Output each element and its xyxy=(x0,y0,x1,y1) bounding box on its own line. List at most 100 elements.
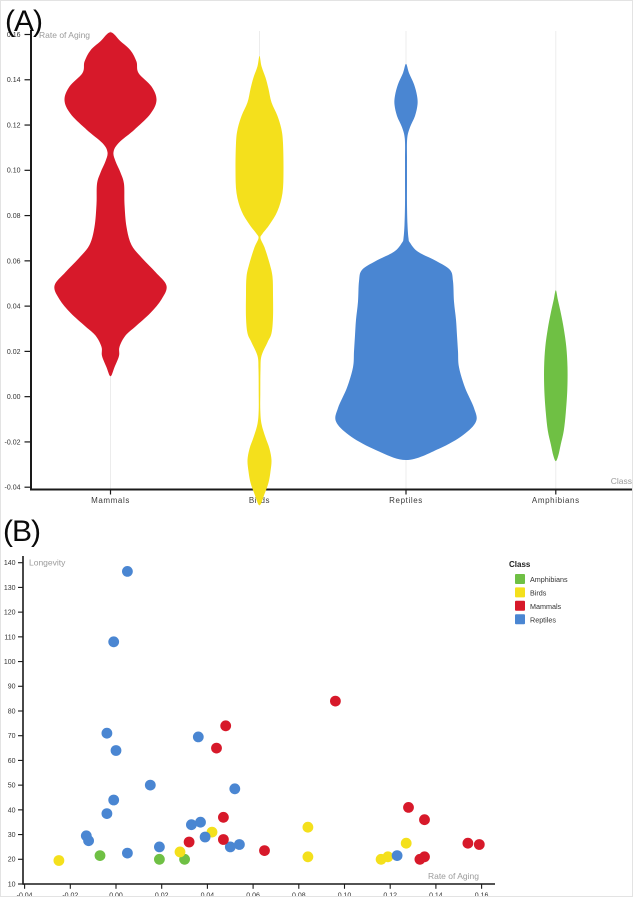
panel-a-ytick-label: -0.02 xyxy=(5,439,21,446)
panel-b-x-axis-title: Rate of Aging xyxy=(428,871,479,881)
panel-b-ytick-label: 70 xyxy=(8,733,16,740)
point-mammals xyxy=(259,845,270,856)
point-reptiles xyxy=(122,847,133,859)
panel-a-category-label-mammals: Mammals xyxy=(91,496,130,505)
point-mammals xyxy=(403,802,414,813)
panel-a-ytick-label: 0.12 xyxy=(7,122,21,129)
legend-box: Class Amphibians Birds Mammals Reptiles xyxy=(509,560,568,624)
panel-a-ytick-label: 0.02 xyxy=(7,349,21,356)
point-reptiles xyxy=(110,745,122,756)
point-mammals xyxy=(218,811,229,823)
point-reptiles xyxy=(199,831,211,843)
point-mammals xyxy=(183,836,195,848)
point-reptiles xyxy=(122,566,133,577)
panel-b-ytick-label: 50 xyxy=(8,783,16,790)
legend-swatch-amphibians xyxy=(515,574,525,584)
panel-a-label: (A) xyxy=(5,5,43,38)
point-birds xyxy=(400,837,412,849)
panel-b-scatter-chart: 140 130 120 110 100 90 80 70 60 50 40 30 20 10 -0.04 -0… xyxy=(4,556,568,897)
panel-b-ytick-label: 60 xyxy=(8,758,16,765)
panel-b-xtick-label: 0.02 xyxy=(155,893,169,897)
violin-amphibians xyxy=(544,290,568,462)
panel-b-xtick-label: 0.12 xyxy=(383,893,397,897)
point-mammals xyxy=(473,839,485,850)
legend-swatch-reptiles xyxy=(515,614,525,625)
panel-a-x-axis-title: Class xyxy=(611,476,632,486)
panel-a-ytick-label: -0.04 xyxy=(5,485,21,492)
legend-swatch-birds xyxy=(515,587,525,598)
point-reptiles xyxy=(391,850,403,861)
legend-label-reptiles: Reptiles xyxy=(530,615,556,624)
point-birds xyxy=(302,821,314,833)
point-mammals xyxy=(330,695,341,707)
panel-b-xtick-label: 0.00 xyxy=(109,893,123,897)
panel-a-ytick-label: 0.16 xyxy=(7,32,21,39)
point-reptiles xyxy=(144,779,156,791)
point-reptiles xyxy=(229,783,241,795)
panel-b-xtick-label: -0.04 xyxy=(17,893,33,897)
legend-title: Class xyxy=(509,560,531,569)
point-reptiles xyxy=(101,727,113,739)
point-reptiles xyxy=(108,636,120,648)
legend-label-mammals: Mammals xyxy=(530,602,562,611)
violin-reptiles xyxy=(335,63,477,461)
point-reptiles xyxy=(101,808,113,819)
legend-label-amphibians: Amphibians xyxy=(530,575,568,584)
point-reptiles xyxy=(154,841,165,853)
legend-label-birds: Birds xyxy=(530,589,547,598)
point-mammals xyxy=(419,851,430,863)
panel-a-ytick-label: 0.14 xyxy=(7,77,21,84)
panel-b-ytick-label: 110 xyxy=(4,634,15,641)
panel-b-xtick-label: -0.02 xyxy=(62,893,78,897)
point-reptiles xyxy=(186,819,197,831)
panel-a-ytick-label: 0.08 xyxy=(7,213,21,220)
panel-b-xtick-label: 0.06 xyxy=(246,893,260,897)
point-birds xyxy=(174,846,186,858)
panel-b-xtick-label: 0.10 xyxy=(338,893,352,897)
point-reptiles xyxy=(195,816,206,828)
panel-a-category-label-amphibians: Amphibians xyxy=(532,496,580,505)
panel-b-xtick-label: 0.04 xyxy=(201,893,215,897)
point-mammals xyxy=(220,720,232,732)
panel-a-y-axis-title: Rate of Aging xyxy=(39,30,90,40)
point-amphibians xyxy=(94,850,106,861)
panel-b-ytick-label: 100 xyxy=(4,659,16,666)
point-mammals xyxy=(462,837,474,849)
violin-birds xyxy=(235,56,284,506)
panel-b-ytick-label: 20 xyxy=(8,857,16,864)
panel-b-ytick-label: 90 xyxy=(8,684,16,691)
panel-b-xtick-label: 0.16 xyxy=(475,893,489,897)
panel-b-xtick-label: 0.14 xyxy=(429,893,443,897)
point-reptiles xyxy=(224,841,236,853)
point-mammals xyxy=(419,814,430,826)
panel-b-y-axis-title: Longevity xyxy=(29,558,66,568)
point-reptiles xyxy=(108,794,120,806)
point-reptiles xyxy=(234,839,245,850)
panel-b-ytick-label: 120 xyxy=(4,610,16,617)
point-reptiles xyxy=(192,731,204,743)
panel-b-ytick-label: 30 xyxy=(8,832,16,839)
point-mammals xyxy=(211,742,222,754)
panel-b-ytick-label: 80 xyxy=(8,708,16,715)
panel-a-violin-chart: 0.16 0.14 0.12 0.10 0.08 0.06 0.04 0.02 0.00 -0.0… xyxy=(5,30,632,506)
legend-swatch-mammals xyxy=(515,600,525,611)
panel-a-ytick-label: 0.00 xyxy=(7,394,21,401)
point-birds xyxy=(382,851,394,863)
panel-b-ytick-label: 130 xyxy=(4,585,16,592)
point-mammals xyxy=(218,834,229,845)
panel-b-ytick-label: 10 xyxy=(8,881,16,888)
panel-b-ytick-label: 40 xyxy=(8,807,16,814)
panel-a-ytick-label: 0.04 xyxy=(7,304,21,311)
point-reptiles xyxy=(83,835,94,847)
panel-a-category-label-reptiles: Reptiles xyxy=(389,496,423,505)
point-birds xyxy=(302,851,314,863)
panel-a-ytick-label: 0.06 xyxy=(7,258,21,265)
point-amphibians xyxy=(154,853,165,865)
panel-b-label: (B) xyxy=(3,515,41,548)
panel-b-xtick-label: 0.08 xyxy=(292,893,306,897)
violin-mammals xyxy=(54,32,167,377)
panel-b-ytick-label: 140 xyxy=(4,560,16,567)
panel-a-ytick-label: 0.10 xyxy=(7,168,21,175)
point-birds xyxy=(53,855,65,866)
